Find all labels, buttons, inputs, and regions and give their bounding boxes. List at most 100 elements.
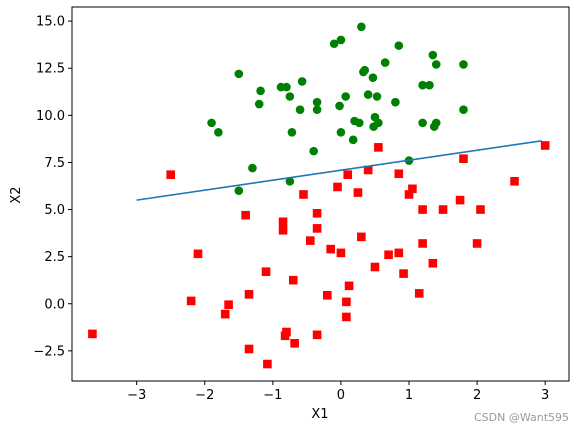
data-point-square [394,169,404,179]
y-axis-label: X2 [9,186,24,203]
data-point-circle [256,86,265,96]
y-tick-label: 10.0 [36,109,65,124]
data-point-square [220,309,230,319]
data-point-square [472,239,482,248]
data-point-circle [295,105,305,114]
data-point-square [370,262,380,272]
data-point-square [394,248,404,258]
data-point-circle [357,22,366,32]
data-point-square [263,359,272,369]
data-point-square [363,165,373,175]
data-point-square [404,190,414,199]
data-point-square [455,195,465,205]
data-point-square [186,296,196,306]
data-point-circle [380,58,390,67]
data-point-square [326,244,336,254]
data-point-circle [214,127,223,137]
data-point-circle [341,92,350,101]
data-point-square [166,170,176,179]
data-point-square [343,170,353,179]
data-point-circle [207,118,216,128]
data-point-square [408,184,417,194]
y-tick-label: 12.5 [36,62,65,77]
data-point-circle [418,118,427,128]
data-point-circle [285,92,295,101]
data-point-square [88,329,97,339]
data-point-square [357,232,366,242]
data-point-square [290,339,299,348]
x-tick-label: 2 [473,388,481,403]
data-point-square [280,331,290,341]
data-point-square [278,217,288,227]
data-point-square [414,289,424,298]
data-point-circle [287,127,297,137]
data-point-circle [391,97,400,107]
data-point-circle [459,60,468,69]
decision-boundary-line [136,139,542,201]
data-point-circle [329,39,339,49]
y-tick-label: 7.5 [44,156,65,171]
data-point-circle [336,35,346,45]
data-point-circle [312,97,322,107]
data-point-square [374,143,383,152]
x-tick-label: −3 [127,388,146,403]
data-point-circle [418,80,427,90]
data-point-circle [372,92,382,101]
data-point-square [540,141,550,150]
y-tick-label: −2.5 [33,344,65,359]
data-point-circle [234,186,244,196]
data-point-square [384,250,393,260]
data-point-circle [309,146,318,156]
axes: −3 −2 −1 0 1 2 3 −2.5 0.0 2.5 5.0 7.5 10.0 12.5 15.0 [33,6,570,403]
x-tick-label: −2 [195,388,214,403]
data-point-square [399,269,408,278]
data-point-square [288,275,298,285]
data-point-circle [312,105,322,114]
watermark-text: CSDN @Want595 [474,411,569,424]
data-point-circle [394,41,404,50]
data-point-square [299,190,308,199]
data-point-square [323,290,332,300]
data-point-circle [359,67,368,77]
data-point-circle [363,90,373,99]
data-point-square [342,297,351,307]
data-point-square [224,300,233,309]
data-point-circle [336,127,346,137]
data-point-square [241,210,250,220]
data-point-square [336,248,346,258]
data-point-square [305,236,315,245]
data-point-square [244,344,254,354]
data-point-square [244,290,254,299]
data-point-square [438,205,448,214]
data-point-circle [459,105,468,114]
data-point-square [428,258,438,268]
data-point-circle [248,163,257,173]
data-point-square [353,188,363,197]
y-tick-label: 2.5 [44,250,65,265]
data-point-circle [368,73,378,82]
data-point-square [459,154,468,163]
x-tick-label: 1 [405,388,413,403]
data-point-circle [282,82,291,92]
data-point-circle [234,69,244,79]
data-point-circle [369,122,378,131]
data-point-circle [297,77,307,86]
data-point-square [510,176,519,186]
data-point-square [418,205,427,214]
data-point-square [476,205,485,214]
data-point-circle [431,60,441,69]
data-point-circle [425,80,434,90]
x-axis-label: X1 [311,407,328,422]
data-point-circle [428,50,438,60]
data-point-circle [285,176,295,186]
data-point-square [312,209,322,218]
data-point-square [312,330,322,340]
x-tick-label: 0 [337,388,345,403]
plot-frame [71,6,570,382]
data-point-circle [348,135,358,145]
x-tick-label: 3 [541,388,549,403]
x-tick-label: −1 [263,388,282,403]
data-point-circle [335,101,344,111]
y-tick-label: 15.0 [36,15,65,30]
data-point-square [418,239,427,248]
